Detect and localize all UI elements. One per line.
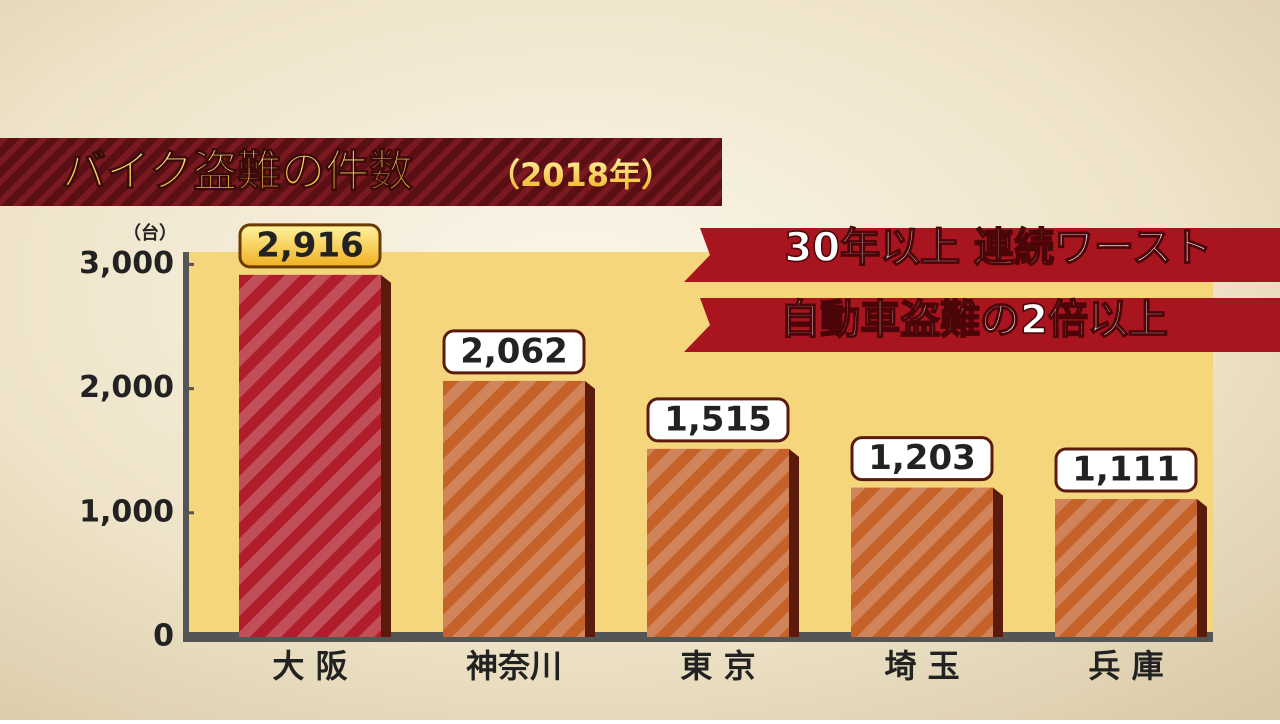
- annotation: 30年以上 連続ワースト: [784, 225, 1212, 271]
- x-tick-label: 埼 玉: [884, 647, 959, 685]
- y-tick-label: 2,000: [79, 370, 174, 405]
- y-tick-label: 3,000: [79, 246, 174, 281]
- value-badge: [238, 223, 382, 269]
- bar-side: [585, 380, 595, 637]
- bar-stripes: [851, 487, 993, 637]
- y-unit: （台）: [123, 222, 177, 244]
- bar-side: [1197, 499, 1207, 637]
- value-label: 2,916: [256, 225, 364, 265]
- x-tick-label: 東 京: [680, 647, 755, 685]
- x-tick-label: 兵 庫: [1088, 647, 1163, 685]
- bar-stripes: [239, 274, 381, 637]
- y-tick-label: 1,000: [79, 494, 174, 529]
- value-label: 1,515: [664, 399, 772, 439]
- chart-title: バイク盗難の件数: [62, 146, 413, 197]
- value-label: 1,111: [1072, 450, 1180, 490]
- y-axis: [183, 252, 189, 642]
- value-label: 2,062: [460, 331, 568, 371]
- value-badge: [442, 329, 586, 375]
- bar-side: [789, 448, 799, 637]
- bar-stripes: [1055, 499, 1197, 637]
- x-tick-label: 大 阪: [272, 647, 347, 685]
- value-label: 1,203: [868, 438, 976, 478]
- x-tick-label: 神奈川: [466, 647, 562, 685]
- annotation-ribbon: [684, 228, 1280, 282]
- title-band: [0, 138, 722, 206]
- bar-side: [993, 487, 1003, 637]
- chart-subtitle: （2018年）: [488, 156, 673, 194]
- value-badge: [646, 397, 790, 443]
- y-tick-label: 0: [153, 619, 174, 654]
- bar-stripes: [647, 448, 789, 637]
- bar-side: [381, 274, 391, 637]
- annotation-ribbon: [684, 298, 1280, 352]
- annotation: 自動車盗難の2倍以上: [780, 297, 1168, 343]
- value-badge: [1054, 447, 1198, 493]
- bar-stripes: [443, 380, 585, 637]
- value-badge: [850, 436, 994, 482]
